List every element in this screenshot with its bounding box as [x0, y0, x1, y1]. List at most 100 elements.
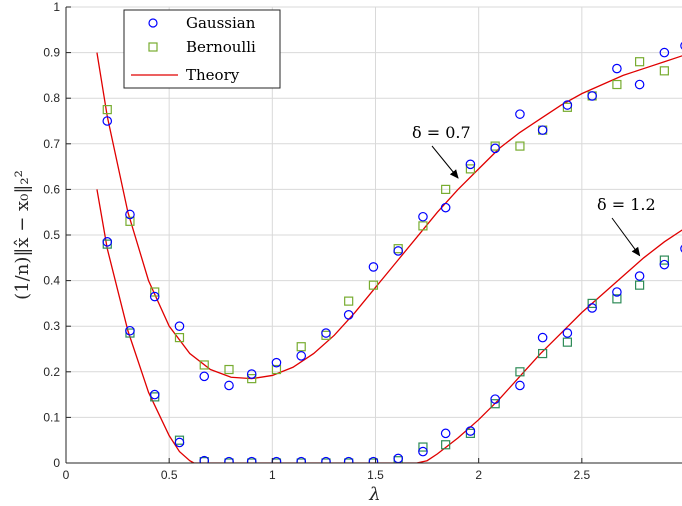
bernoulli-point: [490, 399, 500, 409]
data-markers: [102, 42, 682, 463]
legend-theory-label: Theory: [186, 66, 240, 84]
annotation-delta-07-arrow: [431, 145, 459, 179]
y-axis-label-text: (1/n)‖x̂ − x₀‖₂²: [12, 170, 33, 300]
y-tick-label: 0: [53, 456, 60, 470]
bernoulli-point: [538, 348, 548, 359]
gaussian-point: [224, 380, 234, 391]
gaussian-point: [465, 159, 476, 170]
legend: Gaussian Bernoulli Theory: [123, 9, 281, 89]
gaussian-point: [562, 328, 573, 338]
bernoulli-point: [368, 458, 379, 463]
x-axis-label: λ: [368, 484, 380, 505]
gaussian-point: [465, 426, 476, 436]
x-tick-label: 2: [475, 468, 482, 482]
bernoulli-point: [659, 255, 669, 265]
bernoulli-point: [465, 164, 476, 174]
legend-gaussian-marker: [148, 18, 158, 28]
bernoulli-point: [515, 367, 525, 377]
y-tick-label: 0.4: [43, 274, 60, 288]
bernoulli-point: [174, 333, 185, 343]
gaussian-point: [418, 446, 428, 457]
tick-labels: 00.511.522.5300.10.20.30.40.50.60.70.80.…: [43, 0, 682, 482]
bernoulli-point: [247, 458, 257, 463]
y-tick-label: 0.5: [43, 228, 60, 242]
gaussian-point: [246, 369, 257, 379]
annotation-delta-12-arrow: [611, 217, 641, 257]
gaussian-point: [587, 91, 597, 101]
gaussian-point: [680, 244, 682, 253]
gaussian-point: [199, 371, 210, 382]
gaussian-point: [634, 79, 645, 90]
annotation-delta-12-label: δ = 1.2: [597, 195, 656, 214]
bernoulli-point: [271, 364, 282, 375]
bernoulli-point: [587, 298, 597, 308]
gaussian-point: [224, 456, 234, 463]
gaussian-point: [321, 456, 331, 463]
gaussian-point: [418, 211, 428, 222]
gaussian-point: [174, 321, 185, 331]
y-tick-label: 0.3: [43, 319, 60, 333]
gaussian-point: [125, 325, 135, 336]
gaussian-point: [659, 259, 670, 270]
gaussian-point: [149, 389, 160, 400]
gaussian-point: [343, 309, 354, 320]
bernoulli-point: [296, 342, 306, 352]
x-tick-label: 1: [269, 468, 276, 482]
x-tick-label: 0: [63, 468, 70, 482]
bernoulli-point: [562, 337, 572, 347]
theory-line-series-4: [96, 52, 682, 380]
gaussian-point: [587, 303, 597, 313]
y-axis-label: (1/n)‖x̂ − x₀‖₂²: [12, 170, 33, 300]
gaussian-point: [102, 116, 113, 126]
bernoulli-point: [296, 458, 306, 463]
bernoulli-point: [418, 221, 428, 231]
gaussian-point: [537, 332, 548, 343]
bernoulli-point: [612, 294, 622, 304]
gaussian-point: [680, 42, 682, 50]
gaussian-point: [296, 351, 307, 361]
bernoulli-point: [224, 364, 234, 375]
gaussian-point: [537, 125, 548, 135]
legend-bernoulli-marker: [148, 42, 158, 52]
gaussian-point: [515, 380, 525, 391]
bernoulli-point: [150, 287, 160, 297]
gaussian-point: [271, 357, 282, 368]
bernoulli-point: [247, 374, 257, 384]
gaussian-point: [612, 287, 622, 297]
bernoulli-point: [344, 296, 354, 306]
bernoulli-point: [635, 280, 645, 290]
x-tick-label: 1.5: [367, 468, 384, 482]
axes: [65, 6, 682, 464]
bernoulli-point: [659, 66, 669, 76]
bernoulli-point: [612, 79, 622, 90]
y-tick-label: 0.2: [43, 365, 60, 379]
bernoulli-point: [441, 440, 451, 450]
y-tick-label: 0.8: [43, 91, 60, 105]
gaussian-point: [490, 143, 500, 154]
gaussian-point: [393, 246, 403, 256]
gaussian-point: [199, 455, 210, 463]
gaussian-point: [562, 100, 573, 110]
gaussian-point: [343, 456, 354, 463]
y-tick-label: 0.7: [43, 137, 60, 151]
bernoulli-point: [344, 458, 354, 463]
gaussian-point: [296, 456, 307, 463]
y-tick-label: 0.9: [43, 46, 60, 60]
gaussian-point: [149, 291, 160, 302]
annotation-delta-07-label: δ = 0.7: [412, 123, 471, 142]
gaussian-point: [634, 271, 645, 281]
bernoulli-point: [271, 458, 282, 463]
gaussian-point: [612, 63, 622, 74]
gaussian-point: [440, 428, 451, 439]
bernoulli-point: [199, 360, 209, 370]
gaussian-point: [659, 47, 670, 58]
gaussian-point: [321, 328, 331, 338]
bernoulli-point: [368, 280, 379, 290]
gaussian-point: [125, 209, 135, 220]
gaussian-point: [440, 202, 451, 213]
y-tick-label: 1: [53, 0, 60, 14]
gaussian-point: [368, 262, 379, 272]
gaussian-point: [102, 237, 113, 247]
gaussian-point: [246, 456, 257, 463]
